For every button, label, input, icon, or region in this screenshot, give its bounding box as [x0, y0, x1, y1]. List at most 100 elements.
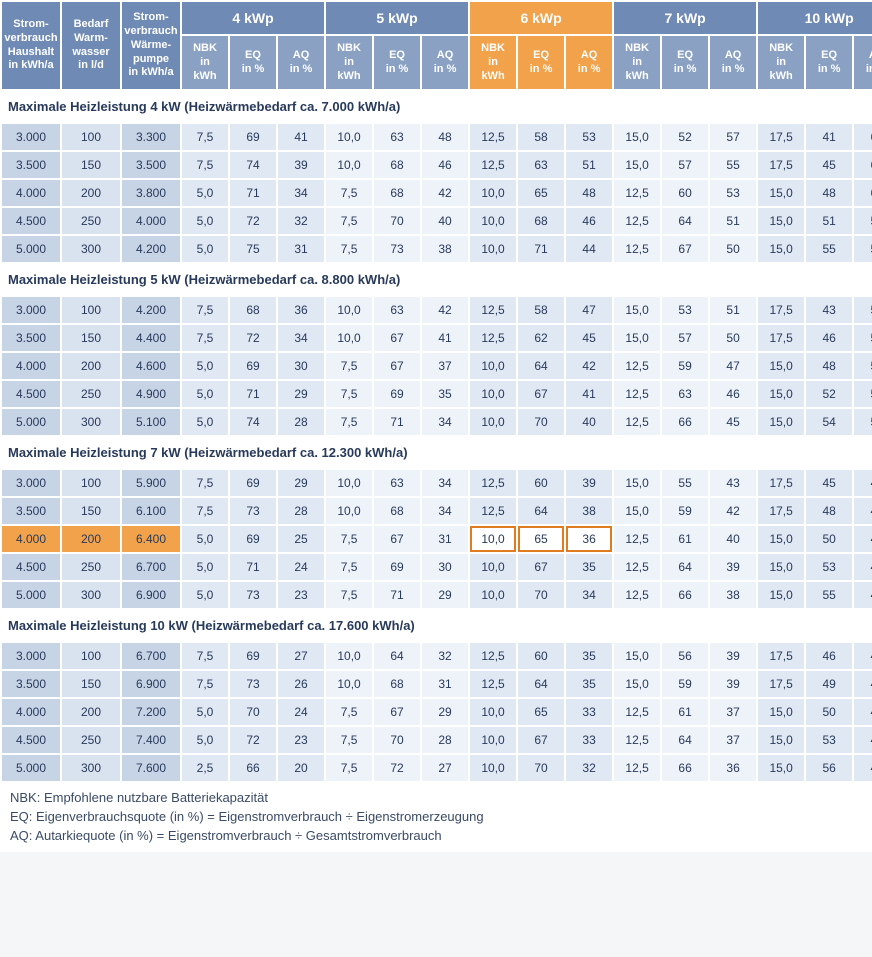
cell: 48	[806, 498, 852, 524]
cell: 15,0	[614, 498, 660, 524]
legend-line: NBK: Empfohlene nutzbare Batteriekapazit…	[10, 789, 862, 808]
table-row: 5.0003006.9005,073237,5712910,0703412,56…	[2, 582, 872, 608]
cell: 34	[566, 582, 612, 608]
cell: 41	[278, 124, 324, 150]
cell: 55	[710, 152, 756, 178]
cell: 12,5	[614, 727, 660, 753]
cell: 64	[662, 727, 708, 753]
cell: 45	[566, 325, 612, 351]
cell: 30	[422, 554, 468, 580]
cell: 7,5	[326, 353, 372, 379]
cell: 63	[374, 297, 420, 323]
cell: 15,0	[614, 470, 660, 496]
cell: 2,5	[182, 755, 228, 781]
cell: 23	[278, 582, 324, 608]
cell: 10,0	[470, 727, 516, 753]
cell: 40	[422, 208, 468, 234]
cell: 32	[278, 208, 324, 234]
table-row: 4.0002006.4005,069257,5673110,0653612,56…	[2, 526, 872, 552]
cell: 15,0	[758, 755, 804, 781]
cell: 200	[62, 526, 120, 552]
cell: 3.500	[2, 152, 60, 178]
cell: 3.800	[122, 180, 180, 206]
cell: 10,0	[326, 498, 372, 524]
cell: 10,0	[470, 381, 516, 407]
cell: 10,0	[470, 236, 516, 262]
header-sub: AQin %	[422, 36, 468, 89]
cell: 100	[62, 643, 120, 669]
cell: 4.500	[2, 727, 60, 753]
cell: 4.200	[122, 297, 180, 323]
table-row: 3.5001504.4007,5723410,0674112,5624515,0…	[2, 325, 872, 351]
cell: 3.300	[122, 124, 180, 150]
cell: 73	[230, 671, 276, 697]
cell: 5,0	[182, 727, 228, 753]
cell: 52	[806, 381, 852, 407]
cell: 5,0	[182, 526, 228, 552]
cell: 41	[806, 124, 852, 150]
cell: 32	[422, 643, 468, 669]
cell: 3.500	[2, 325, 60, 351]
cell: 48	[566, 180, 612, 206]
cell: 10,0	[470, 699, 516, 725]
cell: 57	[662, 152, 708, 178]
cell: 150	[62, 498, 120, 524]
header-sub: EQin %	[806, 36, 852, 89]
cell: 54	[806, 409, 852, 435]
cell: 63	[662, 381, 708, 407]
cell: 12,5	[614, 699, 660, 725]
cell: 74	[230, 152, 276, 178]
header-sub: EQin %	[662, 36, 708, 89]
cell: 25	[278, 526, 324, 552]
cell: 44	[854, 699, 872, 725]
cell: 68	[518, 208, 564, 234]
header-sub: AQin %	[566, 36, 612, 89]
cell: 7,5	[182, 297, 228, 323]
cell: 59	[662, 498, 708, 524]
cell: 300	[62, 236, 120, 262]
table-row: 5.0003005.1005,074287,5713410,0704012,56…	[2, 409, 872, 435]
cell: 250	[62, 727, 120, 753]
cell: 55	[806, 582, 852, 608]
cell: 39	[710, 643, 756, 669]
cell: 43	[806, 297, 852, 323]
cell: 55	[662, 470, 708, 496]
cell: 5,0	[182, 381, 228, 407]
cell: 53	[566, 124, 612, 150]
cell: 7,5	[182, 325, 228, 351]
cell: 7,5	[326, 236, 372, 262]
cell: 36	[278, 297, 324, 323]
cell: 49	[806, 671, 852, 697]
cell: 7,5	[326, 554, 372, 580]
cell: 7,5	[326, 208, 372, 234]
cell: 28	[422, 727, 468, 753]
cell: 6.900	[122, 582, 180, 608]
cell: 58	[518, 297, 564, 323]
table-row: 3.0001003.3007,5694110,0634812,5585315,0…	[2, 124, 872, 150]
cell: 15,0	[614, 297, 660, 323]
cell: 10,0	[470, 582, 516, 608]
cell: 6.400	[122, 526, 180, 552]
cell: 5,0	[182, 208, 228, 234]
cell: 71	[374, 582, 420, 608]
cell: 5,0	[182, 236, 228, 262]
header-sub: NBKinkWh	[470, 36, 516, 89]
section-title: Maximale Heizleistung 10 kW (Heizwärmebe…	[2, 610, 872, 641]
cell: 65	[518, 180, 564, 206]
cell: 69	[230, 124, 276, 150]
cell: 64	[662, 208, 708, 234]
cell: 64	[518, 498, 564, 524]
cell: 15,0	[758, 353, 804, 379]
cell: 46	[806, 325, 852, 351]
cell: 37	[710, 727, 756, 753]
cell: 7,5	[326, 409, 372, 435]
cell: 42	[422, 180, 468, 206]
cell: 10,0	[470, 554, 516, 580]
cell: 69	[374, 554, 420, 580]
cell: 27	[422, 755, 468, 781]
cell: 34	[422, 498, 468, 524]
table-body: Maximale Heizleistung 4 kW (Heizwärmebed…	[2, 91, 872, 781]
cell: 59	[662, 353, 708, 379]
table-row: 4.0002004.6005,069307,5673710,0644212,55…	[2, 353, 872, 379]
cell: 53	[806, 727, 852, 753]
